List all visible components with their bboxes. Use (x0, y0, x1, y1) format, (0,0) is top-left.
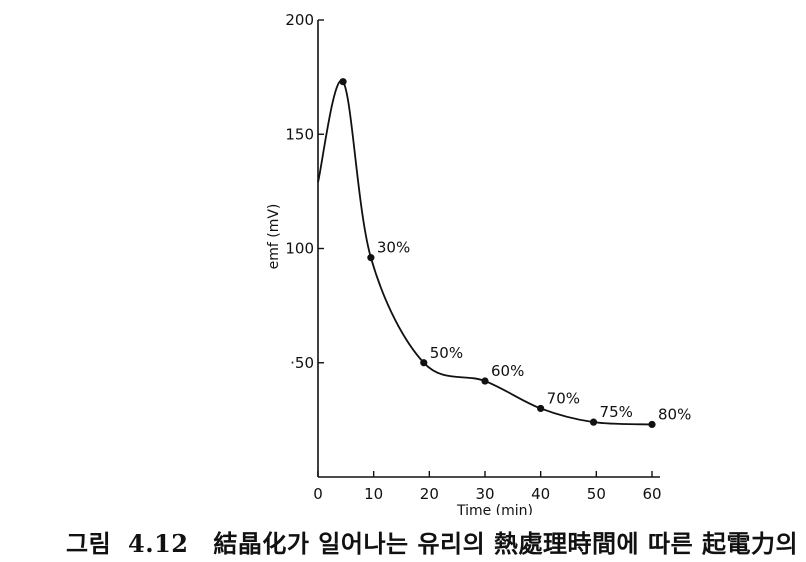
caption-text: 結晶化가 일어나는 유리의 熱處理時間에 따른 起電力의 (213, 529, 799, 558)
caption-prefix: 그림 (66, 529, 112, 558)
x-tick-label: 10 (364, 485, 383, 503)
data-point (481, 377, 489, 385)
y-axis-title: emf (mV) (266, 204, 282, 270)
data-point (339, 78, 347, 86)
x-axis-title: Time (min) (456, 503, 533, 515)
data-label: 70% (547, 389, 580, 407)
data-label: 80% (658, 405, 691, 423)
y-tick-label: 150 (285, 125, 314, 143)
data-point (537, 404, 545, 413)
y-tick-label: 100 (285, 240, 314, 258)
x-tick-label: 0 (313, 485, 323, 503)
data-point (367, 254, 375, 262)
x-tick-label: 30 (475, 485, 494, 503)
data-points: 30% 50% 60% 70% 75% 80% (339, 78, 691, 429)
data-point (420, 359, 428, 367)
y-tick-label: 200 (285, 11, 314, 29)
x-tick-label: 50 (587, 485, 606, 503)
emf-curve (317, 79, 653, 426)
data-label: 75% (600, 403, 633, 421)
data-point (589, 418, 598, 426)
x-tick-label: 60 (642, 485, 661, 503)
caption-number: 4.12 (128, 529, 189, 558)
ticks: 0 10 20 30 40 50 60 ·50 100 150 200 (285, 11, 661, 503)
x-tick-label: 20 (420, 485, 439, 503)
chart: 0 10 20 30 40 50 60 ·50 100 150 200 30% 50% 60% 70% 75… (266, 11, 691, 515)
data-point (648, 420, 656, 429)
x-tick-label: 40 (531, 485, 550, 503)
y-tick-label: ·50 (290, 354, 314, 372)
data-label: 30% (377, 239, 410, 257)
data-label: 50% (430, 344, 463, 362)
data-label: 60% (491, 362, 524, 380)
figure-caption: 그림 4.12 結晶化가 일어나는 유리의 熱處理時間에 따른 起電力의 (66, 524, 806, 559)
